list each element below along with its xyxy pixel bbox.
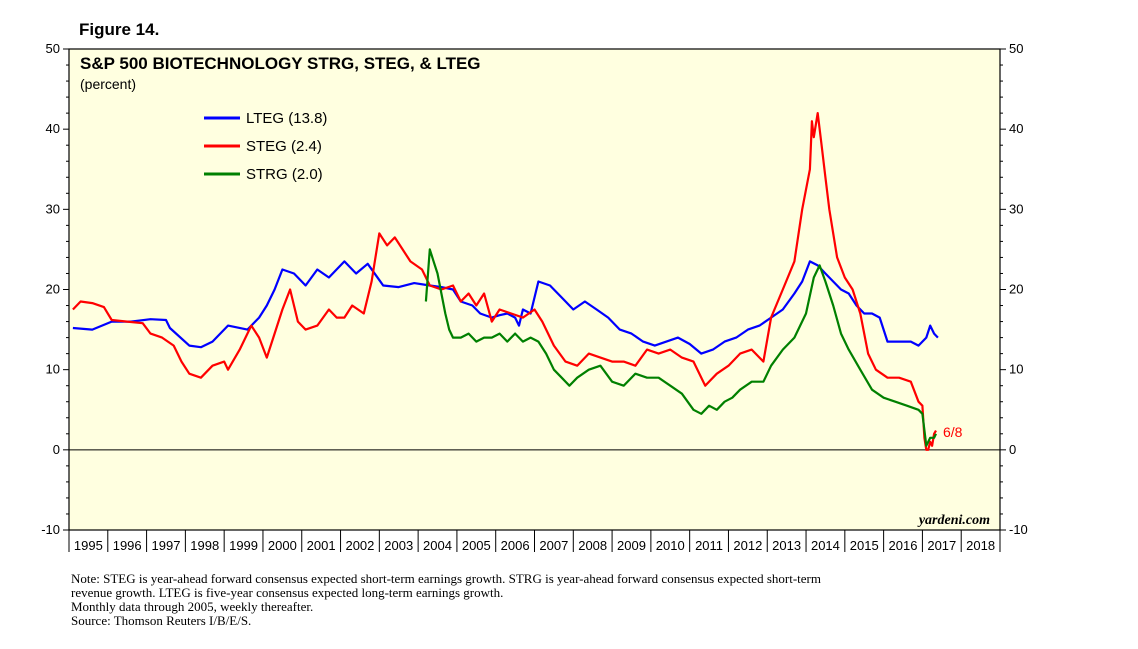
x-tick-label: 1998	[190, 538, 219, 553]
legend-label: STRG (2.0)	[246, 166, 323, 183]
y-tick-label-right: 10	[1009, 362, 1023, 377]
y-tick-label-right: 20	[1009, 282, 1023, 297]
x-tick-label: 2003	[384, 538, 413, 553]
series-line	[72, 260, 939, 355]
y-tick-label-right: 30	[1009, 201, 1023, 216]
y-tick-label-left: -10	[41, 522, 60, 537]
legend: LTEG (13.8) STEG (2.4) STRG (2.0)	[204, 110, 327, 183]
x-tick-label: 2013	[772, 538, 801, 553]
x-tick-label: 2007	[539, 538, 568, 553]
x-tick-label: 2005	[462, 538, 491, 553]
chart: Figure 14. -10 0 10 20 30 40 50 -10 0 10 20 30 40 50…	[41, 20, 1028, 553]
y-tick-label-left: 0	[53, 442, 60, 457]
x-tick-label: 1996	[113, 538, 142, 553]
y-tick-label-right: 50	[1009, 41, 1023, 56]
y-tick-label-right: 0	[1009, 442, 1016, 457]
note-line: Note: STEG is year-ahead forward consens…	[71, 571, 821, 586]
note-line: Source: Thomson Reuters I/B/E/S.	[71, 613, 252, 628]
note-line: Monthly data through 2005, weekly therea…	[71, 599, 314, 614]
watermark: yardeni.com	[917, 513, 990, 528]
plot-background	[68, 48, 1001, 531]
y-axis-right: -10 0 10 20 30 40 50	[1000, 41, 1028, 537]
y-tick-label-left: 20	[46, 282, 60, 297]
y-tick-label-left: 40	[46, 121, 60, 136]
series-line	[424, 248, 937, 447]
x-tick-label: 1999	[229, 538, 258, 553]
x-tick-label: 2008	[578, 538, 607, 553]
chart-note: Note: STEG is year-ahead forward consens…	[71, 572, 1031, 628]
x-tick-label: 2011	[695, 538, 723, 553]
x-tick-label: 2015	[850, 538, 879, 553]
chart-title: S&P 500 BIOTECHNOLOGY STRG, STEG, & LTEG	[80, 54, 481, 73]
note-line: revenue growth. LTEG is five-year consen…	[71, 585, 504, 600]
legend-label: STEG (2.4)	[246, 138, 322, 155]
series-line	[72, 111, 937, 451]
x-tick-label: 1997	[152, 538, 181, 553]
x-tick-label: 2012	[733, 538, 762, 553]
x-tick-label: 2017	[927, 538, 956, 553]
x-tick-label: 2009	[617, 538, 646, 553]
y-tick-label-left: 50	[46, 41, 60, 56]
x-tick-label: 2004	[423, 538, 452, 553]
x-tick-label: 2018	[966, 538, 995, 553]
series-group	[72, 111, 939, 451]
x-axis: 1995 1996 1997 1998 1999 2000 2001 2002 2003 2004…	[68, 530, 1001, 553]
x-tick-label: 1995	[74, 538, 103, 553]
legend-label: LTEG (13.8)	[246, 110, 327, 127]
x-tick-label: 2001	[307, 538, 336, 553]
x-tick-label: 2014	[811, 538, 840, 553]
chart-subtitle: (percent)	[80, 76, 136, 92]
x-tick-label: 2006	[501, 538, 530, 553]
annotation-label: 6/8	[943, 424, 963, 440]
y-tick-label-right: 40	[1009, 121, 1023, 136]
x-tick-label: 2010	[656, 538, 685, 553]
x-tick-label: 2002	[345, 538, 374, 553]
x-tick-label: 2000	[268, 538, 297, 553]
y-tick-label-right: -10	[1009, 522, 1028, 537]
y-tick-label-left: 10	[46, 362, 60, 377]
y-tick-label-left: 30	[46, 201, 60, 216]
y-axis-left: -10 0 10 20 30 40 50	[41, 41, 69, 537]
figure-label: Figure 14.	[79, 20, 159, 39]
x-tick-label: 2016	[889, 538, 918, 553]
